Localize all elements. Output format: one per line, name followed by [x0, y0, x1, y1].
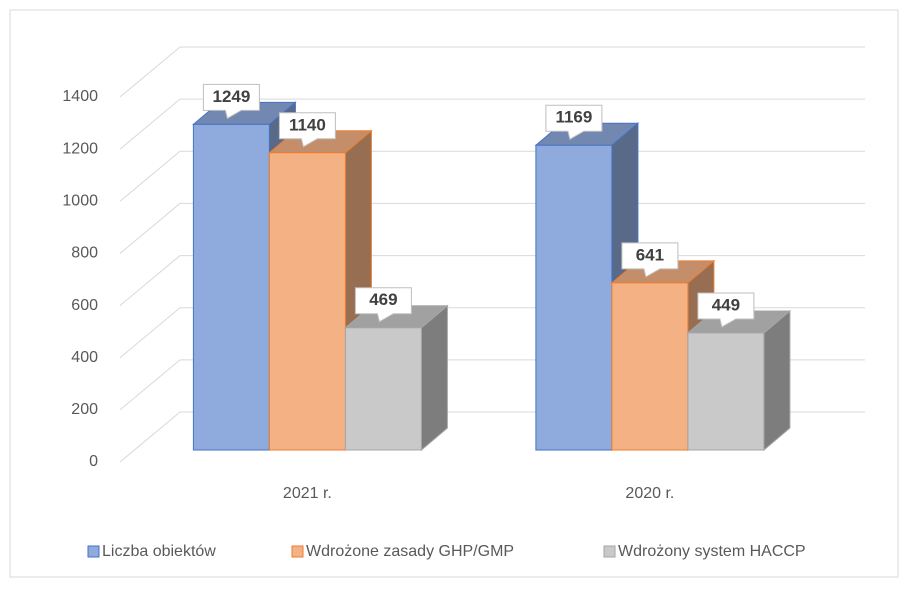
value-label: 1140 [289, 115, 326, 134]
legend-swatch [603, 545, 616, 558]
x-tick-label: 2020 r. [625, 485, 674, 502]
grid-line-side [119, 411, 181, 463]
callout-box [697, 292, 755, 328]
x-tick-label: 2021 r. [283, 485, 332, 502]
value-label: 1169 [555, 108, 592, 127]
bar [268, 152, 346, 451]
bar-side [763, 309, 791, 452]
y-tick-label: 200 [71, 401, 98, 418]
y-tick-label: 800 [71, 245, 98, 262]
legend-label: Wdrożony system HACCP [618, 543, 806, 560]
y-tick-label: 1400 [62, 88, 98, 105]
grid-line-side [119, 150, 181, 202]
bar [611, 282, 689, 451]
y-tick-label: 400 [71, 349, 98, 366]
grid-line-side [119, 307, 181, 359]
value-label: 1249 [212, 87, 250, 106]
grid-line-side [119, 359, 181, 411]
grid-line-side [119, 255, 181, 306]
callout-box [278, 112, 336, 148]
value-label: 641 [636, 245, 664, 264]
callout-box [621, 242, 679, 278]
value-label: 449 [712, 295, 740, 314]
callout-box [545, 104, 603, 140]
bar [687, 332, 765, 451]
y-tick-label: 1000 [62, 193, 98, 210]
legend-label: Wdrożone zasady GHP/GMP [306, 543, 514, 560]
callout-box [202, 83, 260, 120]
y-tick-label: 600 [71, 297, 98, 314]
grid-line-side [119, 203, 181, 254]
y-tick-label: 0 [89, 453, 98, 470]
bar [535, 144, 613, 451]
y-tick-label: 1200 [62, 140, 98, 157]
legend-label: Liczba obiektów [102, 543, 216, 560]
chart-frame [9, 9, 899, 578]
grid-line-side [119, 98, 181, 150]
bar [344, 327, 422, 451]
bar [192, 123, 270, 451]
legend-swatch [291, 545, 304, 558]
bar-side [420, 304, 448, 452]
legend-swatch [87, 545, 100, 558]
callout-box [354, 287, 412, 323]
grid-line-side [119, 46, 181, 98]
value-label: 469 [369, 290, 397, 309]
